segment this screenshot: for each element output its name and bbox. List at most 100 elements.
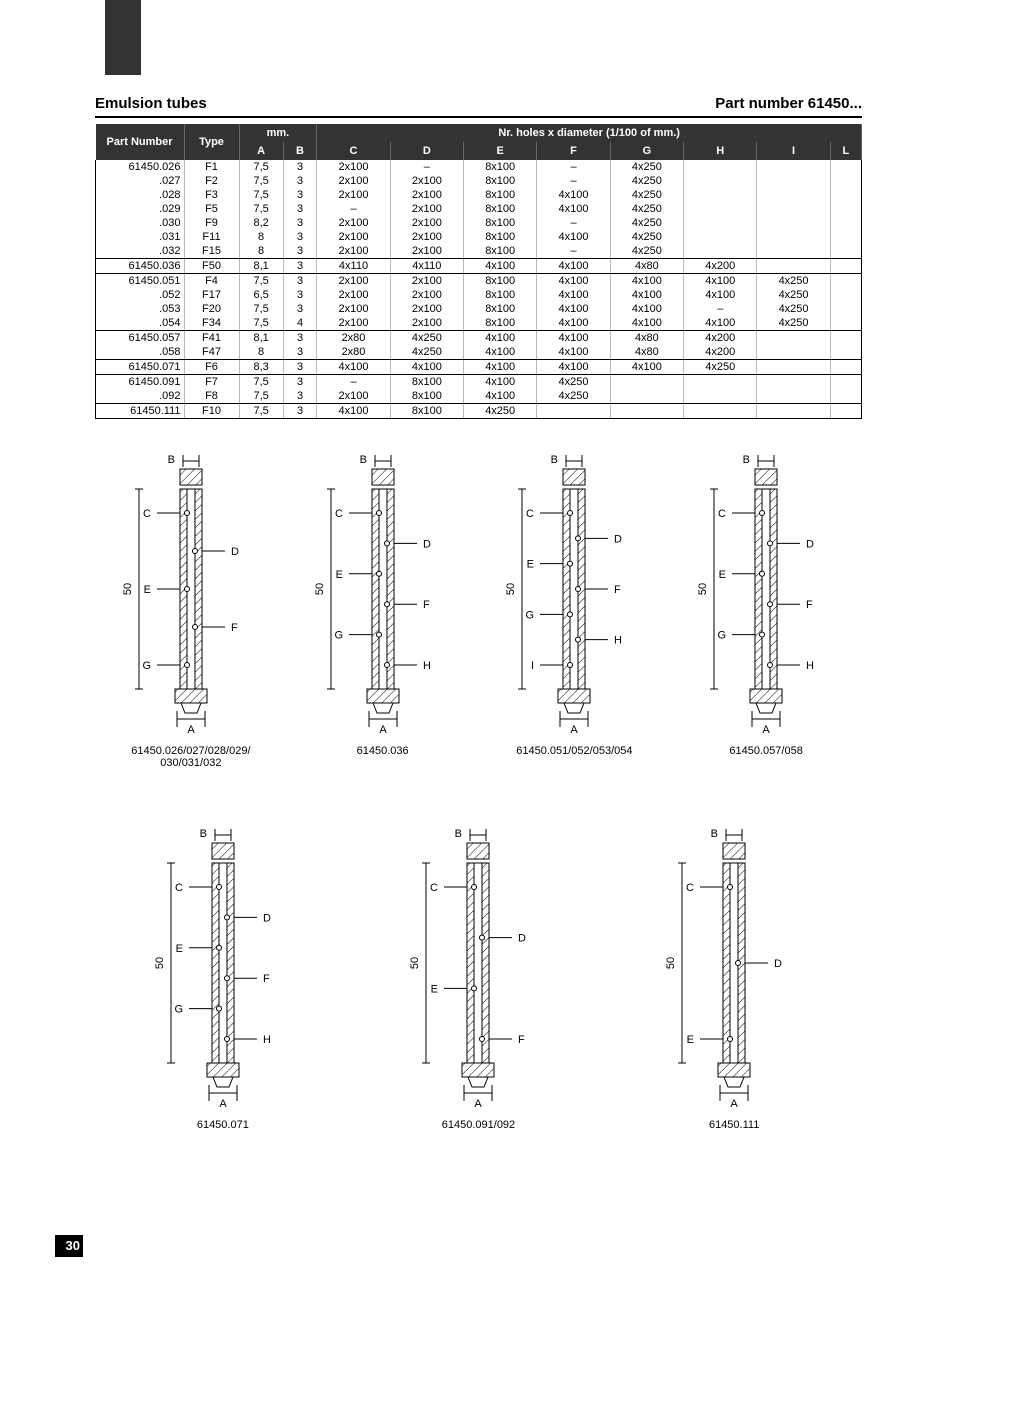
cell-f: 4x100: [537, 316, 610, 331]
svg-text:50: 50: [122, 583, 134, 595]
cell-a: 7,5: [239, 389, 283, 404]
title-left: Emulsion tubes: [95, 95, 207, 112]
cell-i: [757, 230, 830, 244]
cell-d: 4x250: [390, 331, 463, 346]
cell-f: 4x100: [537, 188, 610, 202]
tube-diagram: 50 ABCDEFGH 61450.057/058: [696, 449, 836, 769]
cell-l: [830, 202, 861, 216]
cell-a: 8,1: [239, 331, 283, 346]
cell-g: 4x100: [610, 316, 683, 331]
cell-g: 4x250: [610, 244, 683, 259]
cell-a: 7,5: [239, 188, 283, 202]
diagrams-row-2: 50 ABCDEFGH 61450.071 50 ABCDEF 61450.09…: [95, 813, 862, 1155]
cell-e: 4x100: [464, 360, 537, 375]
cell-b: 3: [283, 230, 317, 244]
cell-d: 8x100: [390, 404, 463, 419]
cell-a: 7,5: [239, 316, 283, 331]
cell-g: 4x250: [610, 202, 683, 216]
cell-b: 3: [283, 404, 317, 419]
cell-h: [684, 404, 757, 419]
cell-a: 8: [239, 230, 283, 244]
cell-d: –: [390, 160, 463, 174]
cell-part: .032: [96, 244, 185, 259]
cell-b: 4: [283, 316, 317, 331]
cell-d: 4x110: [390, 259, 463, 274]
cell-b: 3: [283, 288, 317, 302]
tube-diagram: 50 ABCDEFGH 61450.071: [153, 823, 293, 1131]
cell-e: 8x100: [464, 216, 537, 230]
cell-h: 4x200: [684, 259, 757, 274]
cell-b: 3: [283, 202, 317, 216]
cell-c: 2x100: [317, 160, 390, 174]
cell-e: 8x100: [464, 316, 537, 331]
table-row: .058F47832x804x2504x1004x1004x804x200: [96, 345, 862, 360]
table-row: 61450.057F418,132x804x2504x1004x1004x804…: [96, 331, 862, 346]
cell-part: 61450.071: [96, 360, 185, 375]
cell-f: 4x100: [537, 288, 610, 302]
cell-f: 4x100: [537, 230, 610, 244]
table-row: .027F27,532x1002x1008x100–4x250: [96, 174, 862, 188]
cell-part: 61450.091: [96, 375, 185, 390]
cell-c: 2x100: [317, 288, 390, 302]
svg-text:G: G: [718, 630, 727, 642]
cell-h: [684, 202, 757, 216]
cell-part: .027: [96, 174, 185, 188]
svg-text:B: B: [743, 454, 750, 466]
cell-h: [684, 230, 757, 244]
cell-d: 2x100: [390, 202, 463, 216]
svg-text:I: I: [531, 660, 534, 672]
cell-e: 8x100: [464, 274, 537, 289]
cell-part: 61450.051: [96, 274, 185, 289]
cell-d: 2x100: [390, 244, 463, 259]
svg-text:50: 50: [665, 957, 677, 969]
table-row: 61450.051F47,532x1002x1008x1004x1004x100…: [96, 274, 862, 289]
cell-l: [830, 375, 861, 390]
cell-type: F50: [184, 259, 239, 274]
cell-c: 4x100: [317, 360, 390, 375]
cell-type: F3: [184, 188, 239, 202]
cell-h: [684, 174, 757, 188]
cell-e: 8x100: [464, 244, 537, 259]
cell-g: 4x250: [610, 160, 683, 174]
cell-i: [757, 259, 830, 274]
title-right: Part number 61450...: [715, 95, 862, 112]
tube-diagram: 50 ABCDE 61450.111: [664, 823, 804, 1131]
cell-i: [757, 174, 830, 188]
svg-text:C: C: [431, 882, 439, 894]
cell-b: 3: [283, 360, 317, 375]
cell-type: F20: [184, 302, 239, 316]
cell-i: [757, 375, 830, 390]
cell-a: 6,5: [239, 288, 283, 302]
cell-b: 3: [283, 188, 317, 202]
tube-diagram: 50 ABCDEFGH 61450.036: [313, 449, 453, 769]
diagrams-row-1: 50 ABCDEFG 61450.026/027/028/029/030/031…: [95, 439, 862, 793]
svg-text:D: D: [263, 912, 271, 924]
cell-c: 2x100: [317, 230, 390, 244]
cell-g: 4x100: [610, 274, 683, 289]
svg-text:F: F: [263, 973, 270, 985]
table-row: 61450.091F77,53–8x1004x1004x250: [96, 375, 862, 390]
cell-type: F10: [184, 404, 239, 419]
cell-f: 4x100: [537, 274, 610, 289]
cell-g: [610, 389, 683, 404]
cell-type: F34: [184, 316, 239, 331]
cell-d: 2x100: [390, 188, 463, 202]
cell-h: 4x100: [684, 316, 757, 331]
svg-text:F: F: [806, 599, 813, 611]
cell-d: 8x100: [390, 375, 463, 390]
cell-f: 4x100: [537, 259, 610, 274]
cell-h: 4x200: [684, 331, 757, 346]
cell-type: F5: [184, 202, 239, 216]
cell-part: .058: [96, 345, 185, 360]
cell-a: 7,5: [239, 174, 283, 188]
svg-text:B: B: [455, 828, 462, 840]
cell-b: 3: [283, 389, 317, 404]
cell-a: 7,5: [239, 202, 283, 216]
cell-part: 61450.036: [96, 259, 185, 274]
cell-l: [830, 259, 861, 274]
svg-text:D: D: [518, 933, 526, 945]
cell-f: 4x250: [537, 389, 610, 404]
cell-c: 4x100: [317, 404, 390, 419]
svg-text:H: H: [614, 635, 622, 647]
cell-c: 2x100: [317, 188, 390, 202]
